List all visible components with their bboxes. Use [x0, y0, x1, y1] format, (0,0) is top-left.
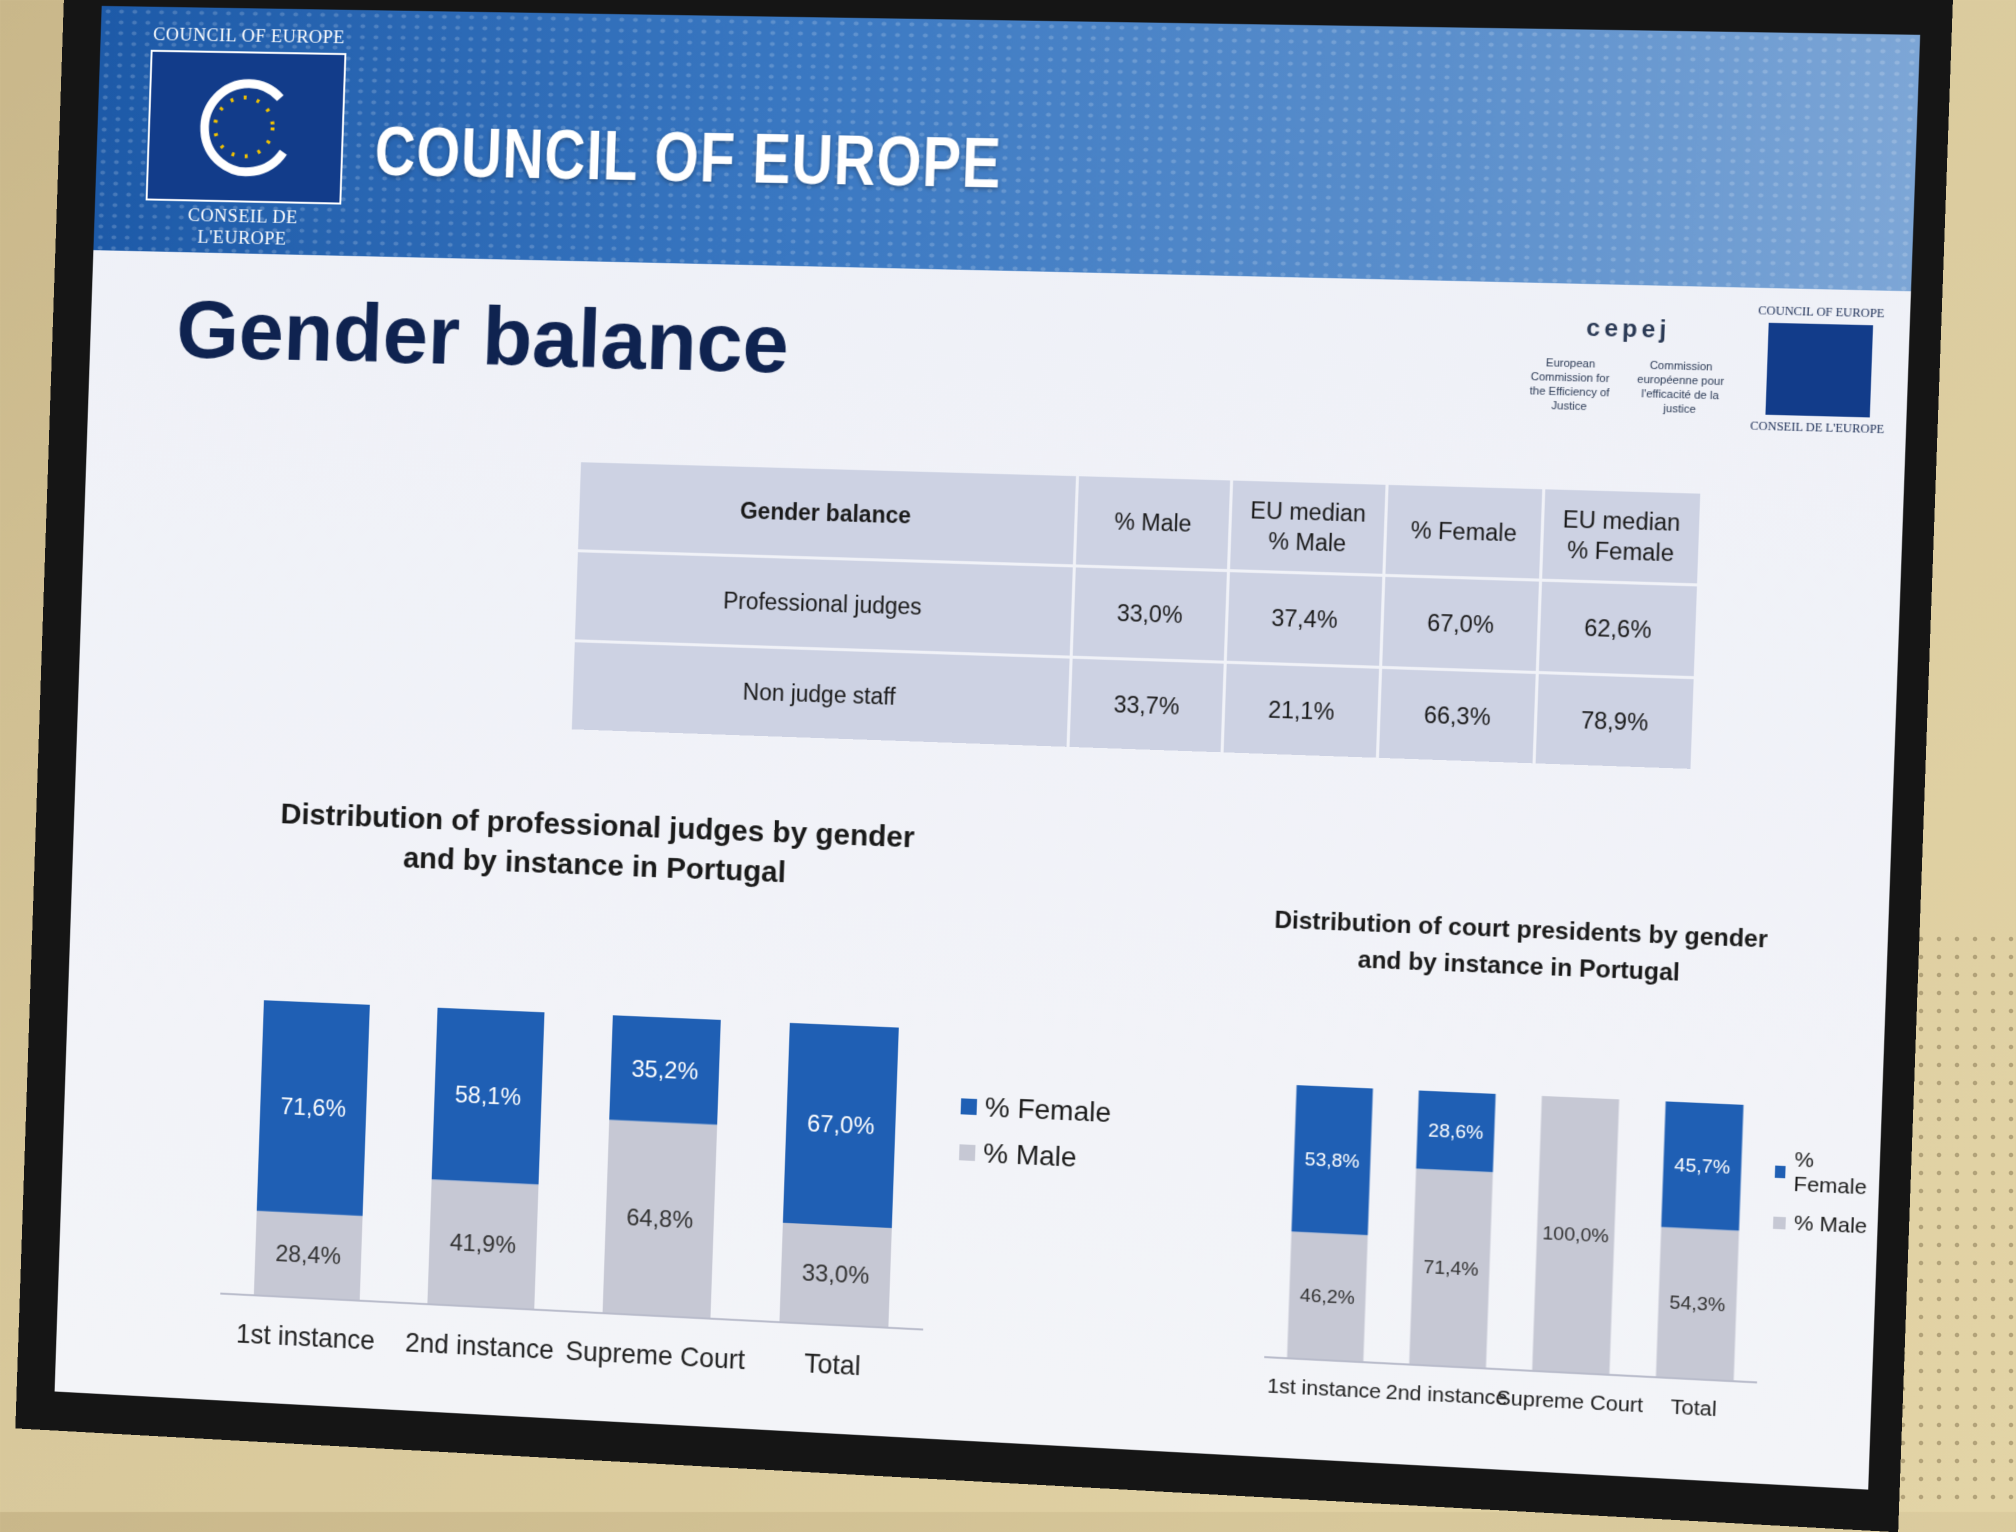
judges-chart: 28,4% 71,6% 1st instance 41,9% 58,1% 2nd inst… [218, 989, 934, 1398]
table-header-label: Gender balance [578, 462, 1076, 564]
table-cell: 66,3% [1379, 669, 1536, 763]
legend-swatch-female [1775, 1166, 1786, 1179]
row-label: Non judge staff [572, 642, 1070, 747]
category-label: Supreme Court [1496, 1386, 1644, 1417]
category-label: Supreme Court [565, 1336, 746, 1376]
coe-logo-top-text: COUNCIL OF EUROPE [148, 24, 350, 49]
cepej-english: European Commission for the Efficiency o… [1522, 356, 1617, 415]
data-label-male: 28,4% [275, 1242, 341, 1271]
data-label-female: 58,1% [454, 1082, 521, 1111]
coe-small-logo: COUNCIL OF EUROPE CONSEIL DE L'EUROPE [1749, 303, 1889, 437]
data-label-male: 71,4% [1423, 1256, 1479, 1280]
display-monitor: COUNCIL OF EUROPE CONSEIL DE L'EUROPE CO… [15, 0, 1953, 1532]
category-label: 2nd instance [1385, 1380, 1508, 1410]
legend-label-male: % Male [983, 1137, 1078, 1173]
judges-chart-title: Distribution of professional judges by g… [254, 794, 941, 900]
category-label: 1st instance [236, 1319, 376, 1356]
data-label-male: 41,9% [449, 1230, 516, 1259]
coe-small-emblem-icon [1765, 323, 1873, 418]
coe-emblem-icon [186, 72, 305, 182]
presidents-chart-legend: % Female % Male [1772, 1147, 1880, 1254]
cepej-name: cepej [1525, 313, 1733, 346]
data-label-male: 33,0% [801, 1261, 869, 1291]
coe-emblem [146, 50, 347, 205]
column-header: EU median % Male [1230, 481, 1385, 574]
legend-label-male: % Male [1794, 1211, 1868, 1239]
table-cell: 78,9% [1536, 674, 1694, 769]
legend-label-female: % Female [984, 1091, 1111, 1129]
legend-swatch-male [959, 1144, 976, 1161]
judges-chart-legend: % Female % Male [958, 1090, 1111, 1189]
column-header: % Male [1076, 476, 1230, 569]
table-cell: 37,4% [1227, 572, 1382, 666]
gender-balance-table: Gender balance % Male EU median % Male %… [569, 459, 1704, 772]
table-cell: 33,0% [1073, 567, 1227, 660]
coe-small-top-text: COUNCIL OF EUROPE [1753, 303, 1889, 321]
table-cell: 62,6% [1539, 582, 1697, 676]
presidents-chart-title: Distribution of court presidents by gend… [1268, 902, 1774, 995]
row-label: Professional judges [575, 552, 1073, 655]
slide-title: Gender balance [175, 281, 791, 392]
data-label-female: 53,8% [1304, 1148, 1359, 1172]
data-label-female: 35,2% [631, 1056, 699, 1085]
data-label-female: 45,7% [1674, 1154, 1731, 1178]
coe-small-bottom-text: CONSEIL DE L'EUROPE [1749, 418, 1885, 437]
column-header: EU median % Female [1542, 489, 1700, 583]
category-label: Total [804, 1348, 862, 1381]
slide: COUNCIL OF EUROPE CONSEIL DE L'EUROPE CO… [55, 6, 1921, 1490]
legend-swatch-male [1773, 1217, 1786, 1230]
header-banner [93, 6, 1920, 291]
coe-logo: COUNCIL OF EUROPE CONSEIL DE L'EUROPE [142, 24, 350, 234]
table-cell: 33,7% [1070, 659, 1224, 753]
data-label-female: 28,6% [1428, 1119, 1484, 1143]
presidents-chart: 46,2% 53,8% 1st instance 71,4% 28,6% 2nd inst… [1262, 1074, 1767, 1432]
table-cell: 21,1% [1224, 664, 1379, 758]
category-label: 1st instance [1267, 1374, 1382, 1403]
table-cell: 67,0% [1382, 577, 1539, 671]
cepej-logo: cepej European Commission for the Effici… [1520, 283, 1733, 471]
category-label: 2nd instance [405, 1327, 555, 1365]
data-label-female: 71,6% [280, 1094, 346, 1123]
data-label-male: 46,2% [1300, 1284, 1355, 1308]
banner-title: COUNCIL OF EUROPE [374, 112, 1003, 204]
data-label-female: 67,0% [807, 1112, 875, 1141]
data-label-male: 54,3% [1669, 1291, 1726, 1315]
category-label: Total [1670, 1395, 1717, 1421]
legend-swatch-female [961, 1098, 978, 1115]
data-label-male: 64,8% [626, 1205, 694, 1234]
legend-label-female: % Female [1793, 1148, 1880, 1201]
cepej-french: Commission européenne pour l'efficacité … [1630, 358, 1731, 418]
data-label-male: 100,0% [1542, 1222, 1609, 1247]
coe-logo-bottom-text: CONSEIL DE L'EUROPE [141, 204, 344, 252]
column-header: % Female [1385, 485, 1542, 579]
